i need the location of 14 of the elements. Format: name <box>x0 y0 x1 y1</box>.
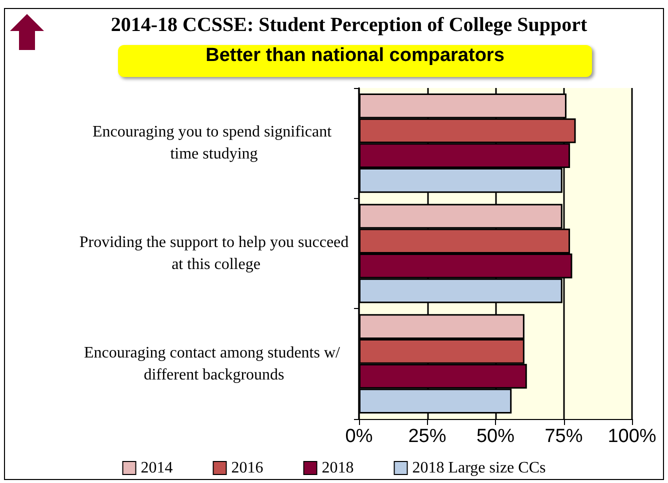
x-tick-label: 75% <box>544 426 583 447</box>
legend-label: 2014 <box>140 460 173 476</box>
y-tick-label: Encouraging you to spend significant time studying <box>92 124 336 163</box>
text: Better than national comparators <box>118 45 592 77</box>
x-tick-label: 50% <box>476 426 515 447</box>
y-tick-label: Providing the support to help you succeed at this college <box>79 234 349 273</box>
x-tick-label: 25% <box>408 426 446 447</box>
x-tick-label: 100% <box>608 426 656 447</box>
y-tick-label: Encouraging contact among students w/ different backgrounds <box>84 344 344 384</box>
x-tick-label: 0% <box>345 426 373 447</box>
legend-label: 2018 <box>322 460 354 476</box>
chart-title: 2014-18 CCSSE: Student Perception of College Support <box>110 14 588 37</box>
legend-label: 2018 Large size CCs <box>412 460 546 476</box>
legend-label: 2016 <box>231 460 264 476</box>
